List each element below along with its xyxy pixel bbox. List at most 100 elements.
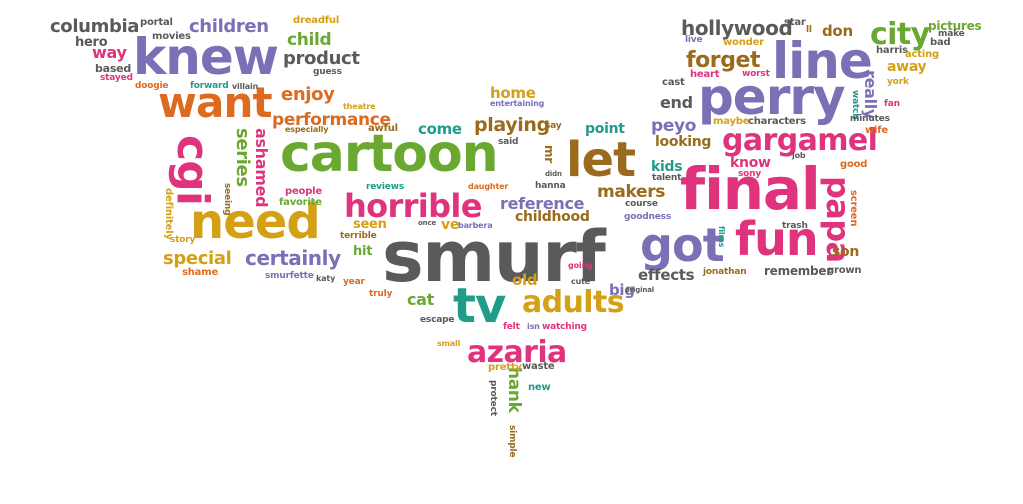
- word-talent: talent: [652, 173, 682, 183]
- word-barbera: barbera: [458, 221, 493, 230]
- word-gargamel: gargamel: [722, 123, 878, 158]
- word-forget: forget: [686, 48, 761, 73]
- word-katy: katy: [316, 274, 336, 283]
- word-watching: watching: [542, 322, 587, 332]
- word-seeing: seeing: [222, 183, 232, 216]
- word-worst: worst: [742, 69, 770, 79]
- word-bad: bad: [930, 37, 951, 48]
- word-city: city: [870, 17, 930, 52]
- word-say: say: [545, 121, 562, 131]
- word-smurfette: smurfette: [265, 271, 314, 281]
- word-series: series: [232, 128, 253, 187]
- word-shame: shame: [182, 267, 219, 278]
- word-adults: adults: [522, 285, 625, 320]
- word-ashamed: ashamed: [252, 128, 271, 208]
- word-son: son: [832, 244, 860, 260]
- word-forward: forward: [190, 81, 229, 91]
- word-entertaining: entertaining: [490, 99, 545, 108]
- word-performance: performance: [272, 110, 391, 130]
- word-mr: mr: [542, 145, 556, 163]
- word-daughter: daughter: [468, 182, 509, 191]
- word-portal: portal: [140, 17, 173, 28]
- word-big: big: [609, 281, 635, 299]
- word-line: line: [772, 32, 873, 90]
- word-going: going: [568, 261, 593, 270]
- word-home: home: [490, 84, 536, 102]
- word-cat: cat: [407, 290, 434, 309]
- word-hit: hit: [353, 244, 373, 259]
- word-waste: waste: [522, 361, 555, 372]
- word-product: product: [283, 48, 360, 69]
- word-tv: tv: [453, 278, 506, 334]
- word-favorite: favorite: [279, 197, 322, 208]
- word-acting: acting: [905, 49, 939, 60]
- word-hollywood: hollywood: [681, 16, 793, 40]
- word-child: child: [287, 30, 332, 50]
- word-isn: isn: [527, 322, 540, 331]
- word-characters: characters: [748, 116, 806, 127]
- word-cast: cast: [662, 77, 685, 88]
- word-cute: cute: [571, 277, 591, 286]
- word-hank: hank: [504, 367, 524, 413]
- word-based: based: [95, 62, 132, 75]
- word-live: live: [685, 35, 703, 45]
- word-wonder: wonder: [723, 37, 764, 48]
- word-villain: villain: [232, 82, 259, 91]
- word-doogie: doogie: [135, 81, 169, 91]
- word-course: course: [625, 199, 658, 209]
- word-harris: harris: [876, 45, 908, 56]
- word-need: need: [190, 194, 321, 250]
- word-year: year: [343, 277, 365, 287]
- word-people: people: [285, 186, 322, 197]
- word-smurf: smurf: [382, 216, 606, 298]
- word-truly: truly: [369, 289, 393, 299]
- word-perry: perry: [698, 68, 846, 126]
- word-stayed: stayed: [100, 73, 133, 83]
- word-columbia: columbia: [50, 16, 140, 37]
- word-trash: trash: [782, 221, 808, 231]
- word-wife: wife: [865, 125, 888, 136]
- word-definitely: definitely: [163, 188, 174, 240]
- word-maybe: maybe: [713, 116, 750, 127]
- word-kids: kids: [651, 159, 683, 175]
- word-remember: remember: [764, 264, 832, 278]
- word-don: don: [822, 22, 853, 40]
- word-special: special: [163, 248, 232, 269]
- word-hero: hero: [75, 35, 108, 50]
- word-peyo: peyo: [651, 116, 697, 136]
- word-story: story: [170, 235, 196, 245]
- word-york: york: [887, 77, 909, 87]
- word-ve: ve: [441, 217, 460, 233]
- word-screen: screen: [848, 190, 859, 227]
- word-felt: felt: [503, 322, 520, 332]
- word-dreadful: dreadful: [293, 15, 340, 26]
- word-cgi: cgi: [167, 135, 218, 206]
- word-good: good: [840, 159, 868, 170]
- word-pretty: pretty: [488, 362, 522, 373]
- word-cartoon: cartoon: [280, 124, 499, 184]
- word-ll: ll: [806, 25, 812, 35]
- word-films: films: [717, 226, 726, 248]
- word-escape: escape: [420, 315, 455, 325]
- word-childhood: childhood: [515, 209, 590, 225]
- word-horrible: horrible: [344, 187, 482, 225]
- word-jonathan: jonathan: [703, 267, 747, 277]
- word-sony: sony: [738, 169, 762, 179]
- word-awful: awful: [368, 123, 398, 134]
- word-theatre: theatre: [343, 102, 376, 111]
- word-children: children: [189, 16, 269, 37]
- word-minutes: minutes: [850, 114, 890, 124]
- word-job: job: [792, 151, 806, 160]
- word-come: come: [418, 120, 462, 138]
- word-got: got: [640, 218, 725, 272]
- word-grown: grown: [827, 265, 862, 276]
- word-goodness: goodness: [624, 212, 672, 222]
- word-fun: fun: [735, 212, 819, 266]
- word-certainly: certainly: [245, 246, 341, 270]
- word-small: small: [437, 339, 461, 348]
- word-effects: effects: [638, 266, 695, 284]
- word-final: final: [680, 155, 821, 223]
- word-let: let: [566, 132, 636, 188]
- word-make: make: [938, 29, 965, 39]
